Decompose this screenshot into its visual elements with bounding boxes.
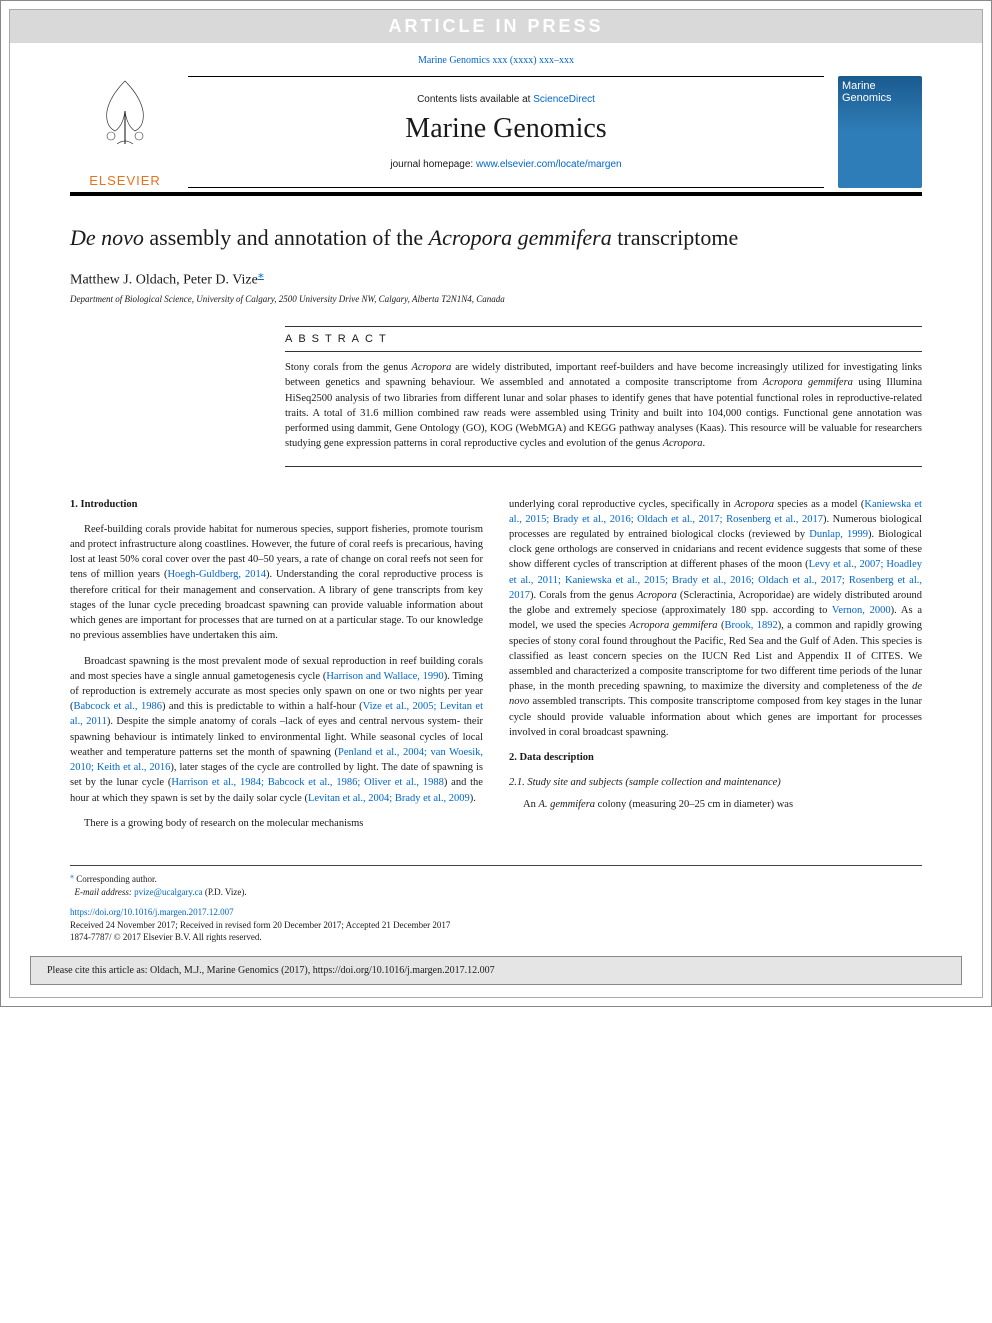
abs-t4: . xyxy=(702,438,705,449)
column-right: underlying coral reproductive cycles, sp… xyxy=(509,497,922,831)
elsevier-tree-icon xyxy=(85,76,165,156)
author-names: Matthew J. Oldach, Peter D. Vize xyxy=(70,272,258,287)
journal-cover-thumb: Marine Genomics xyxy=(838,76,922,188)
publisher-block: ELSEVIER xyxy=(70,76,180,188)
email-label: E-mail address: xyxy=(75,887,135,897)
p4b: species as a model ( xyxy=(774,499,864,510)
abstract-text: Stony corals from the genus Acropora are… xyxy=(285,360,922,466)
p4-i3: Acropora gemmifera xyxy=(629,620,717,631)
doi-link[interactable]: https://doi.org/10.1016/j.margen.2017.12… xyxy=(70,907,234,917)
abs-i1: Acropora xyxy=(412,362,452,373)
article-title: De novo assembly and annotation of the A… xyxy=(70,224,922,253)
para-4: underlying coral reproductive cycles, sp… xyxy=(509,497,922,741)
email-line: E-mail address: pvize@ucalgary.ca (P.D. … xyxy=(70,886,922,899)
doi-line: https://doi.org/10.1016/j.margen.2017.12… xyxy=(70,906,922,919)
page-frame: ARTICLE IN PRESS Marine Genomics xxx (xx… xyxy=(0,0,992,1007)
article-main: De novo assembly and annotation of the A… xyxy=(10,196,982,841)
email-suffix: (P.D. Vize). xyxy=(203,887,247,897)
ref-harrison-wallace[interactable]: Harrison and Wallace, 1990 xyxy=(326,671,443,682)
p5-i1: A. gemmifera xyxy=(538,799,595,810)
authors: Matthew J. Oldach, Peter D. Vize⁎ xyxy=(70,267,922,289)
issn-line: 1874-7787/ © 2017 Elsevier B.V. All righ… xyxy=(70,931,922,944)
p4a: underlying coral reproductive cycles, sp… xyxy=(509,499,734,510)
section-2-head: 2. Data description xyxy=(509,750,922,765)
article-in-press-banner: ARTICLE IN PRESS xyxy=(10,10,982,43)
journal-issue-anchor[interactable]: Marine Genomics xxx (xxxx) xxx–xxx xyxy=(418,55,574,66)
sciencedirect-line: Contents lists available at ScienceDirec… xyxy=(417,94,595,105)
para-2: Broadcast spawning is the most prevalent… xyxy=(70,654,483,806)
sd-prefix: Contents lists available at xyxy=(417,94,533,105)
abstract-block: ABSTRACT Stony corals from the genus Acr… xyxy=(285,326,922,466)
ref-brook[interactable]: Brook, 1892 xyxy=(724,620,777,631)
para-3: There is a growing body of research on t… xyxy=(70,816,483,831)
publisher-name: ELSEVIER xyxy=(89,173,161,188)
corr-symbol: ⁎ xyxy=(70,871,74,880)
abs-i3: Acropora xyxy=(663,438,703,449)
p2g: ). xyxy=(470,793,476,804)
p4e: ). Corals from the genus xyxy=(530,590,637,601)
abs-i2: Acropora gemmifera xyxy=(763,377,853,388)
journal-cover-block: Marine Genomics xyxy=(832,76,922,188)
abs-t1: Stony corals from the genus xyxy=(285,362,412,373)
journal-issue-link: Marine Genomics xxx (xxxx) xxx–xxx xyxy=(10,43,982,76)
corresponding-email-link[interactable]: pvize@ucalgary.ca xyxy=(134,887,202,897)
title-span-3: Acropora gemmifera xyxy=(429,225,612,250)
para-1: Reef-building corals provide habitat for… xyxy=(70,522,483,644)
citation-box: Please cite this article as: Oldach, M.J… xyxy=(30,956,962,985)
ref-harrison-babcock[interactable]: Harrison et al., 1984; Babcock et al., 1… xyxy=(171,777,443,788)
homepage-line: journal homepage: www.elsevier.com/locat… xyxy=(390,159,621,170)
cover-label: Marine Genomics xyxy=(842,80,892,104)
abstract-heading: ABSTRACT xyxy=(285,326,922,352)
journal-homepage-link[interactable]: www.elsevier.com/locate/margen xyxy=(476,159,622,170)
journal-name: Marine Genomics xyxy=(405,113,606,145)
content-frame: ARTICLE IN PRESS Marine Genomics xxx (xx… xyxy=(9,9,983,998)
ref-hoegh[interactable]: Hoegh-Guldberg, 2014 xyxy=(167,569,266,580)
ref-levitan-brady[interactable]: Levitan et al., 2004; Brady et al., 2009 xyxy=(308,793,470,804)
p4-i2: Acropora xyxy=(637,590,677,601)
body-columns: 1. Introduction Reef-building corals pro… xyxy=(70,497,922,831)
section-1-head: 1. Introduction xyxy=(70,497,483,512)
journal-header-center: Contents lists available at ScienceDirec… xyxy=(188,76,824,188)
journal-header: ELSEVIER Contents lists available at Sci… xyxy=(70,76,922,196)
corresponding-mark[interactable]: ⁎ xyxy=(258,267,264,281)
corresponding-author-note: ⁎ Corresponding author. xyxy=(70,870,922,886)
ref-babcock[interactable]: Babcock et al., 1986 xyxy=(74,701,162,712)
sciencedirect-link[interactable]: ScienceDirect xyxy=(533,94,595,105)
footer-block: ⁎ Corresponding author. E-mail address: … xyxy=(70,865,922,944)
corr-label: Corresponding author. xyxy=(76,874,157,884)
title-span-4: transcriptome xyxy=(612,225,738,250)
title-span-2: assembly and annotation of the xyxy=(144,225,429,250)
column-left: 1. Introduction Reef-building corals pro… xyxy=(70,497,483,831)
ref-vernon[interactable]: Vernon, 2000 xyxy=(832,605,891,616)
para-5: An A. gemmifera colony (measuring 20–25 … xyxy=(509,797,922,812)
homepage-prefix: journal homepage: xyxy=(390,159,476,170)
p4j: assembled transcripts. This composite tr… xyxy=(509,696,922,737)
section-2-1-head: 2.1. Study site and subjects (sample col… xyxy=(509,775,922,790)
title-span-1: De novo xyxy=(70,225,144,250)
p2c: ) and this is predictable to within a ha… xyxy=(162,701,363,712)
ref-dunlap[interactable]: Dunlap, 1999 xyxy=(809,529,868,540)
p5a: An xyxy=(523,799,538,810)
affiliation: Department of Biological Science, Univer… xyxy=(70,294,922,304)
p4-i1: Acropora xyxy=(734,499,774,510)
received-line: Received 24 November 2017; Received in r… xyxy=(70,919,922,932)
p5b: colony (measuring 20–25 cm in diameter) … xyxy=(595,799,793,810)
